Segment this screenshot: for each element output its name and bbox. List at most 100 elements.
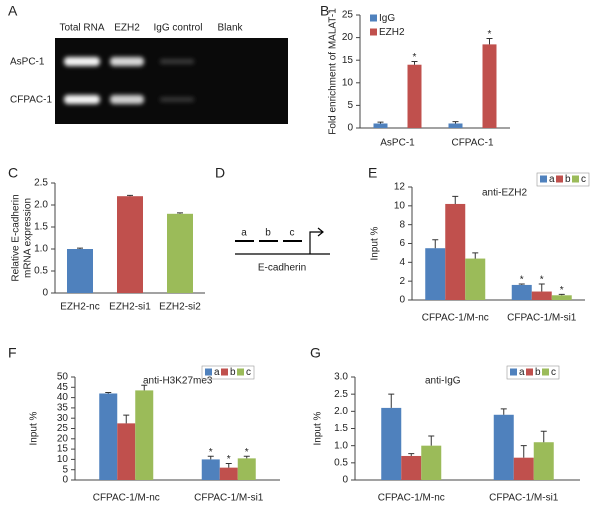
- gel-bands: [64, 57, 194, 104]
- y-tick-label: 2: [399, 276, 405, 287]
- error-bar: [141, 384, 148, 391]
- significance: *: [227, 454, 231, 465]
- panel-letter: B: [320, 3, 329, 19]
- error-bar: [243, 455, 250, 459]
- site-label: a: [241, 228, 247, 239]
- y-tick-label: 4: [399, 257, 405, 268]
- bar: [493, 414, 514, 480]
- bar: [421, 445, 442, 480]
- y-tick-label: 50: [57, 372, 69, 383]
- error-bar: [428, 435, 435, 446]
- x-tick-label: CFPAC-1: [451, 138, 493, 149]
- lane-label: IgG control: [154, 23, 203, 34]
- y-tick-label: 45: [57, 382, 69, 393]
- y-axis-label: Fold enrichment of MALAT-1: [328, 8, 339, 135]
- site-label: b: [265, 228, 271, 239]
- y-tick-label: 0: [62, 475, 68, 486]
- x-tick-label: EZH2-si2: [159, 302, 201, 313]
- legend-label: EZH2: [379, 27, 405, 38]
- annotation: anti-EZH2: [482, 188, 527, 199]
- legend-box: [536, 172, 590, 187]
- legend-label: c: [551, 367, 556, 378]
- legend-swatch: [542, 368, 549, 376]
- significance: *: [520, 275, 524, 286]
- x-tick-label: EZH2-si1: [109, 302, 151, 313]
- legend-label: a: [214, 367, 220, 378]
- error-bar: [472, 252, 479, 259]
- y-tick-label: 0.5: [34, 266, 48, 277]
- y-tick-label: 2.0: [334, 406, 348, 417]
- error-bar: [127, 194, 133, 197]
- y-tick-label: 35: [57, 403, 69, 414]
- legend-box: [201, 365, 255, 380]
- bar: [513, 457, 534, 480]
- y-tick-label: 30: [57, 413, 69, 424]
- y-axis-label: Input %: [370, 226, 381, 260]
- legend-box: [506, 365, 560, 380]
- error-bar: [538, 283, 545, 292]
- bar: [551, 295, 572, 300]
- error-bar: [452, 121, 459, 124]
- bar: [117, 196, 143, 293]
- y-tick-label: 2.0: [34, 200, 48, 211]
- error-bar: [432, 239, 439, 249]
- x-tick-label: CFPAC-1/M-nc: [93, 493, 160, 504]
- y-tick-label: 20: [57, 433, 69, 444]
- panel-letter: A: [8, 3, 18, 19]
- gene-label: E-cadherin: [258, 263, 306, 274]
- error-bar: [540, 430, 547, 443]
- significance: *: [488, 29, 492, 40]
- error-bar: [520, 445, 527, 458]
- panel-letter: F: [8, 345, 17, 361]
- lane-label: EZH2: [114, 23, 140, 34]
- legend-label: a: [549, 174, 555, 185]
- lane-label: Total RNA: [59, 23, 104, 34]
- legend-label: a: [519, 367, 525, 378]
- row-label: CFPAC-1: [10, 95, 52, 106]
- legend-label: c: [246, 367, 251, 378]
- x-tick-label: CFPAC-1/M-nc: [378, 493, 445, 504]
- legend-label: c: [581, 174, 586, 185]
- y-tick-label: 0: [342, 475, 348, 486]
- bar: [67, 249, 93, 293]
- y-axis-label: Relative E-cadherin: [11, 194, 22, 281]
- y-tick-label: 1.0: [34, 244, 48, 255]
- significance: *: [209, 447, 213, 458]
- legend-swatch: [510, 368, 517, 376]
- error-bar: [105, 391, 112, 394]
- error-bar: [558, 293, 565, 296]
- y-tick-label: 0: [347, 123, 353, 134]
- error-bar: [123, 414, 130, 424]
- y-tick-label: 20: [342, 32, 354, 43]
- error-bar: [377, 121, 384, 124]
- y-tick-label: 0: [42, 288, 48, 299]
- legend-swatch: [540, 175, 547, 183]
- annotation: anti-H3K27me3: [143, 376, 213, 387]
- y-tick-label: 25: [57, 423, 69, 434]
- error-bar: [77, 247, 83, 249]
- legend-swatch: [370, 28, 377, 36]
- legend-swatch: [205, 368, 212, 376]
- panel-letter: C: [8, 165, 18, 181]
- x-tick-label: CFPAC-1/M-si1: [507, 313, 577, 324]
- error-bar: [486, 38, 493, 45]
- bar: [201, 459, 220, 480]
- y-tick-label: 1.5: [334, 423, 348, 434]
- error-bar: [408, 453, 415, 456]
- y-tick-label: 1.5: [34, 222, 48, 233]
- legend-label: b: [535, 367, 541, 378]
- y-tick-label: 15: [342, 55, 354, 66]
- bar: [482, 44, 497, 128]
- bar: [448, 123, 463, 128]
- y-axis-label: Input %: [313, 411, 324, 445]
- panel-letter: G: [310, 345, 321, 361]
- y-tick-label: 10: [342, 77, 354, 88]
- error-bar: [452, 195, 459, 204]
- y-tick-label: 10: [394, 200, 406, 211]
- y-tick-label: 15: [57, 444, 69, 455]
- y-tick-label: 0: [399, 295, 405, 306]
- bar: [531, 291, 552, 300]
- error-bar: [177, 212, 183, 214]
- x-tick-label: CFPAC-1/M-nc: [422, 313, 489, 324]
